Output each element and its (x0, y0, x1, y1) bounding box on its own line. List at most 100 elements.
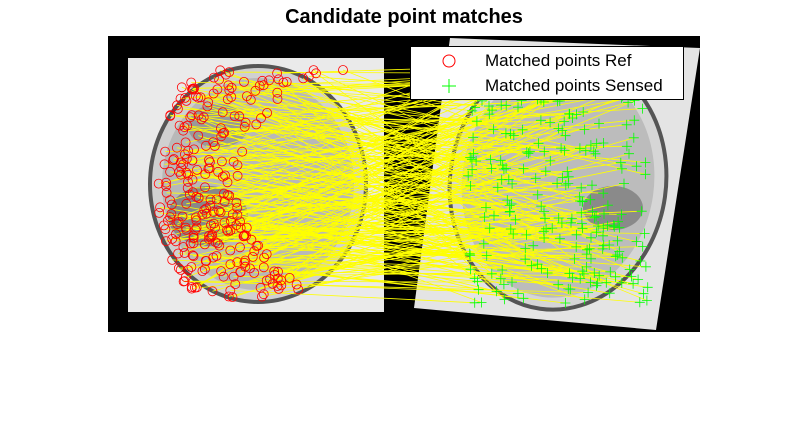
sensed-point-marker (639, 228, 650, 239)
sensed-point-marker (604, 240, 615, 250)
ref-point-marker (167, 233, 178, 244)
sensed-point-marker (535, 115, 546, 126)
sensed-point-marker (575, 273, 586, 284)
sensed-point-marker (489, 210, 499, 221)
match-line (281, 196, 580, 286)
sensed-point-marker (598, 223, 609, 233)
match-line (205, 96, 634, 175)
ref-point-marker (178, 159, 189, 170)
ref-point-marker (180, 137, 191, 148)
sensed-point-marker (541, 223, 552, 234)
sensed-point-marker (471, 116, 482, 127)
sensed-point-marker (583, 287, 594, 298)
sensed-point-marker (520, 243, 531, 254)
match-line (237, 90, 559, 263)
match-line (191, 88, 637, 167)
sensed-point-marker (532, 259, 543, 270)
sensed-point-marker (533, 138, 544, 149)
sensed-point-marker (579, 294, 590, 305)
match-line (254, 227, 620, 274)
sensed-point-marker (598, 138, 609, 148)
sensed-point-marker (486, 163, 497, 174)
ref-point-marker (265, 274, 275, 285)
sensed-point-marker (591, 138, 602, 149)
ref-point-marker (259, 252, 270, 263)
ref-point-marker (241, 222, 252, 233)
match-line (213, 77, 604, 246)
ref-point-marker (234, 111, 245, 122)
sensed-point-marker (547, 223, 558, 234)
sensed-point-marker (599, 208, 609, 219)
ref-point-marker (241, 91, 252, 101)
sensed-point-marker (616, 163, 627, 174)
ref-point-marker (193, 193, 204, 203)
ref-point-marker (205, 194, 216, 205)
sensed-point-marker (576, 182, 587, 193)
match-line (277, 92, 523, 131)
ref-point-marker (272, 94, 283, 104)
match-line (187, 183, 513, 189)
ref-point-marker (237, 146, 248, 157)
match-line (234, 115, 551, 123)
sensed-point-marker (481, 250, 492, 261)
match-line (213, 141, 583, 203)
ref-point-marker (161, 177, 171, 188)
sensed-point-marker (563, 178, 574, 189)
sensed-point-marker (624, 148, 634, 159)
ref-point-marker (175, 93, 186, 104)
sensed-point-marker (467, 164, 478, 175)
sensed-point-marker (592, 278, 603, 289)
sensed-point-marker (528, 240, 539, 251)
ref-point-marker (235, 242, 245, 253)
ref-point-marker (161, 236, 171, 247)
legend-label-ref: Matched points Ref (485, 51, 632, 70)
match-line (166, 192, 512, 205)
match-line (207, 106, 544, 232)
sensed-point-marker (521, 147, 532, 157)
sensed-point-marker (601, 277, 612, 288)
ref-point-marker (190, 212, 201, 223)
ref-point-marker (181, 153, 192, 164)
sensed-point-marker (510, 214, 521, 225)
ref-point-marker (181, 167, 192, 178)
sensed-point-marker (577, 196, 588, 207)
sensed-point-marker (593, 221, 604, 231)
sensed-point-marker (626, 271, 637, 282)
ref-point-marker (230, 279, 241, 290)
sensed-point-marker (507, 277, 517, 288)
sensed-point-marker (604, 288, 615, 299)
ref-point-marker (209, 72, 219, 83)
match-line (209, 217, 595, 237)
ref-point-marker (174, 166, 185, 177)
ref-point-marker (272, 87, 283, 98)
ref-point-marker (208, 218, 219, 229)
sensed-point-marker (539, 206, 549, 217)
sensed-point-marker (602, 220, 613, 231)
match-line (296, 284, 518, 294)
sensed-point-marker (501, 163, 512, 174)
sensed-point-marker (538, 226, 549, 237)
ref-point-marker (216, 131, 227, 142)
sensed-point-marker (571, 241, 582, 252)
match-line (180, 124, 627, 176)
match-line (222, 108, 643, 134)
sensed-point-marker (540, 166, 551, 177)
sensed-point-marker (598, 188, 609, 199)
ref-point-marker (205, 200, 215, 211)
sensed-point-marker (562, 166, 573, 177)
sensed-point-marker (616, 209, 627, 220)
ref-point-marker (272, 273, 283, 284)
sensed-point-marker (496, 100, 507, 111)
ref-point-marker (256, 113, 266, 124)
match-line (195, 210, 642, 231)
ref-point-marker (217, 107, 228, 118)
ref-point-marker (212, 238, 223, 249)
ref-point-marker (181, 198, 192, 209)
sensed-point-marker (502, 195, 513, 206)
ref-point-marker (291, 279, 302, 290)
sensed-point-marker (566, 217, 576, 228)
ref-point-marker (206, 220, 216, 230)
match-line (221, 150, 565, 162)
ref-point-marker (182, 120, 193, 131)
ref-point-marker (225, 259, 236, 270)
